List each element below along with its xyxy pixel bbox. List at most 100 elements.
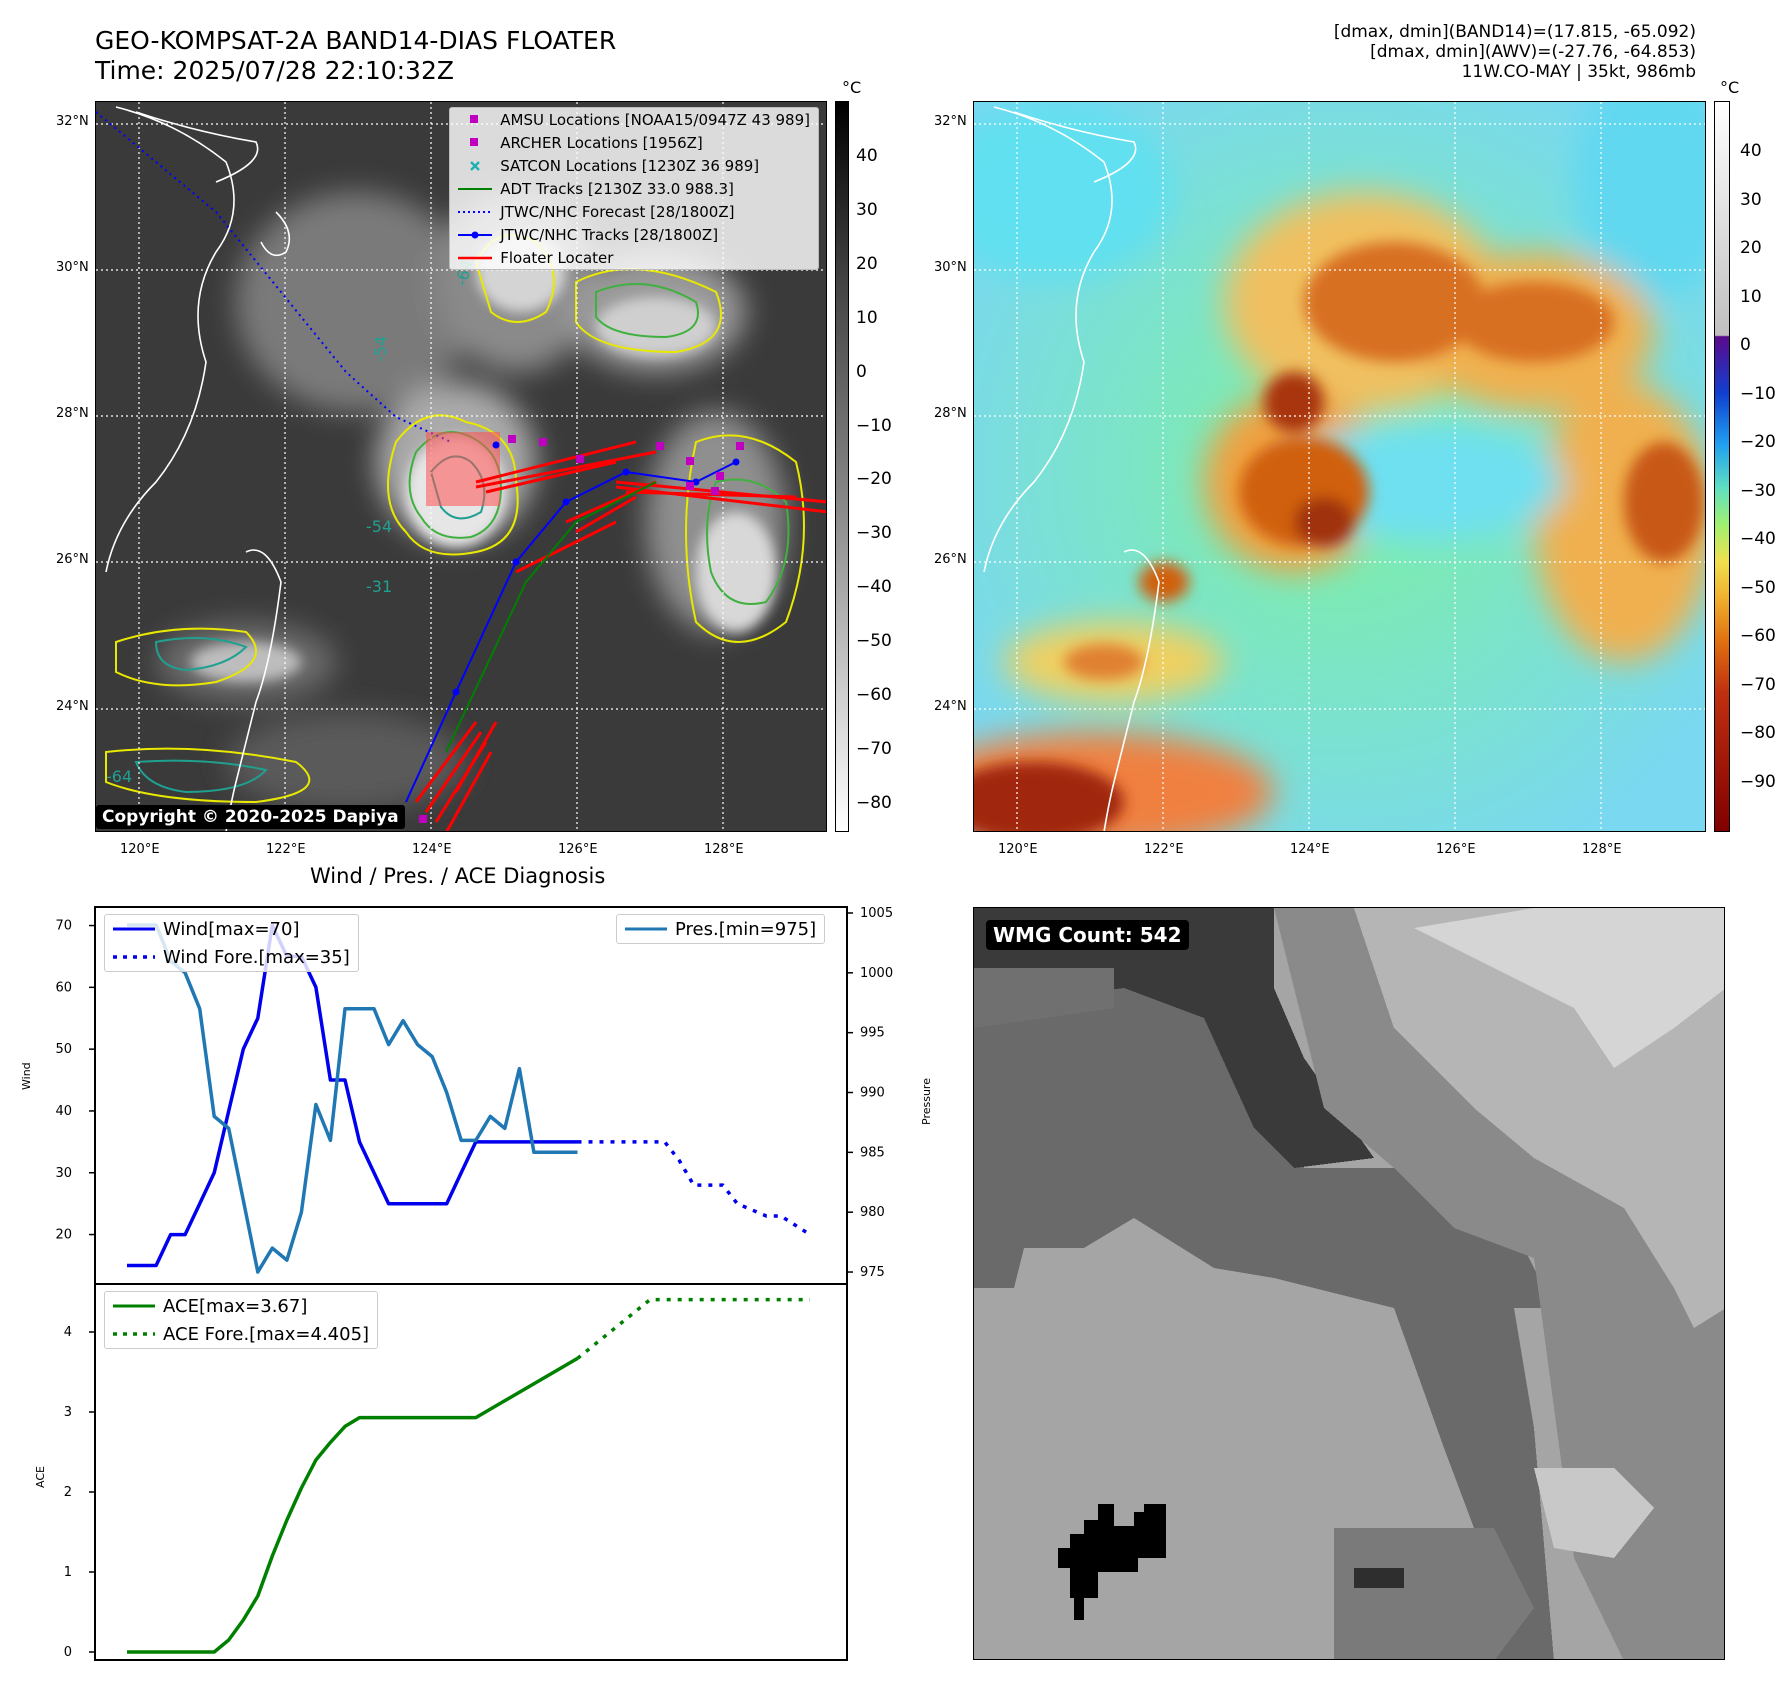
line-icon [113,926,155,932]
colorbar-tick-label: 0 [1740,335,1751,355]
colorbar-tick-label: −20 [1740,432,1776,452]
colorbar-tick-label: −80 [856,792,892,813]
dotted-line-icon [113,954,155,960]
colorbar-tick-label: −10 [856,415,892,436]
lon-label: 126°E [1436,842,1476,857]
title-line-2: Time: 2025/07/28 22:10:32Z [95,56,454,85]
series-line-wind [577,1140,811,1237]
y-tick-label: 1005 [860,906,893,921]
lon-label: 124°E [412,842,452,857]
colorbar-tick-label: 10 [1740,286,1762,307]
meta-line-3: 11W.CO-MAY | 35kt, 986mb [1461,62,1696,82]
y-tick-label: 1000 [860,966,893,981]
line-icon [625,926,667,932]
diagnosis-title: Wind / Pres. / ACE Diagnosis [310,864,606,888]
legend-label: JTWC/NHC Tracks [28/1800Z] [500,225,719,244]
colorbar-tick-label: −60 [1740,626,1776,646]
line-dot-icon [458,231,493,239]
lat-label: 32°N [934,114,967,129]
legend-row-amsu: AMSU Locations [NOAA15/0947Z 43 989] [450,108,818,131]
square-marker-icon [458,114,492,125]
legend-row-satcon: SATCON Locations [1230Z 36 989] [450,154,818,177]
coastlines [105,106,291,831]
colorbar-tick-label: −10 [1740,383,1776,404]
meta-line-1: [dmax, dmin](BAND14)=(17.815, -65.092) [1333,22,1696,42]
lat-label: 30°N [56,260,89,275]
legend-row-ace: ACE[max=3.67] [105,1292,377,1320]
colorbar-tick-label: 40 [856,146,878,166]
legend-row-forecast: JTWC/NHC Forecast [28/1800Z] [450,200,818,223]
colorbar-tick-label: 30 [1740,189,1762,210]
y-tick-label: 995 [860,1026,885,1041]
colorbar-tick-label: −50 [856,631,892,652]
jtwc-track-points [452,441,740,696]
colorbar-tick-label: −30 [1740,480,1776,501]
color-map-svg [974,102,1705,831]
legend-row-wind-forecast: Wind Fore.[max=35] [105,943,358,971]
lon-label: 120°E [998,842,1038,857]
dotted-line-icon [458,209,493,215]
figure-title: GEO-KOMPSAT-2A BAND14-DIAS FLOATER Time:… [95,26,616,86]
lat-label: 24°N [934,699,967,714]
contour-label: -64 [106,767,132,786]
legend-label: Wind Fore.[max=35] [163,946,350,968]
copyright-badge: Copyright © 2020-2025 Dapiya [96,805,405,829]
line-icon [458,255,493,261]
legend-row-ace-forecast: ACE Fore.[max=4.405] [105,1320,377,1348]
colorbar-tick-label: −80 [1740,723,1776,743]
title-line-1: GEO-KOMPSAT-2A BAND14-DIAS FLOATER [95,26,617,55]
colorbar-tick-label: −70 [856,738,892,759]
legend-label: AMSU Locations [NOAA15/0947Z 43 989] [500,110,810,129]
wmg-panel: WMG Count: 542 [973,907,1725,1660]
ace-legend: ACE[max=3.67] ACE Fore.[max=4.405] [104,1291,379,1349]
y-tick-label: 4 [64,1325,72,1340]
colorbar-tick-label: −50 [1740,577,1776,598]
map-legend: AMSU Locations [NOAA15/0947Z 43 989] ARC… [449,107,819,270]
series-line-ace [127,1356,579,1654]
wind-legend: Wind[max=70] Wind Fore.[max=35] [104,914,359,972]
adt-track [445,481,657,753]
x-marker-icon [458,160,492,171]
left-colorbar [835,101,849,832]
colorbar-tick-label: −30 [856,523,892,544]
pressure-legend: Pres.[min=975] [616,914,826,944]
colorbar-tick-label: 20 [856,253,878,274]
y-tick-label: 1 [64,1565,72,1580]
colorbar-tick-label: −20 [856,469,892,490]
floater-box [426,432,500,506]
wmg-count-badge: WMG Count: 542 [986,920,1189,950]
y-tick-label: 50 [55,1042,72,1057]
colorbar-tick-label: −70 [1740,674,1776,695]
y-tick-label: 985 [860,1145,885,1160]
y-tick-label: 975 [860,1265,885,1280]
lon-label: 122°E [1144,842,1184,857]
lat-label: 30°N [934,260,967,275]
colorbar-tick-label: 20 [1740,238,1762,258]
colorbar-tick-label: 0 [856,361,867,382]
legend-row-pressure: Pres.[min=975] [617,915,824,943]
line-icon [113,1303,155,1309]
colorbar-tick-label: −90 [1740,771,1776,792]
legend-label: Pres.[min=975] [675,918,817,940]
wmg-image [974,908,1724,1659]
contour-label: -31 [366,577,392,596]
y-tick-label: 0 [64,1645,72,1660]
y-tick-label: 990 [860,1086,885,1101]
ir-map-panel: -64 -54 -54 -31 -64 AMSU Locations [NOAA… [95,101,827,832]
y-tick-label: 20 [55,1228,72,1243]
lat-label: 26°N [56,552,89,567]
legend-label: Wind[max=70] [163,918,300,940]
y-tick-label: 30 [55,1166,72,1181]
colorbar-unit: °C [842,78,862,97]
y-tick-label: 40 [55,1104,72,1119]
y-tick-label: 70 [55,919,72,934]
lon-label: 122°E [266,842,306,857]
legend-label: SATCON Locations [1230Z 36 989] [500,156,760,175]
lon-label: 126°E [558,842,598,857]
legend-label: ACE Fore.[max=4.405] [163,1323,370,1345]
gridlines [974,102,1705,831]
colorbar-tick-label: −40 [1740,529,1776,549]
lon-label: 128°E [704,842,744,857]
lon-label: 128°E [1582,842,1622,857]
line-icon [458,186,493,192]
